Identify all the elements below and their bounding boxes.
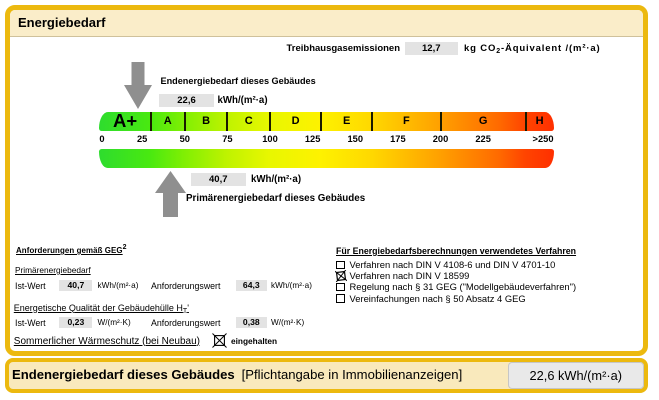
energy-class-label-G: G (478, 115, 488, 127)
class-boundary-tick (183, 112, 186, 131)
scale-number-175: 175 (390, 133, 406, 144)
primary-energy-arrow-up-icon (154, 171, 186, 217)
energy-gradient-band (99, 148, 554, 168)
row2-ist-wert-label: Ist-Wert (15, 317, 46, 328)
energy-class-label-Aplus: A+ (112, 110, 138, 131)
scale-number-100: 100 (262, 133, 278, 144)
procedure-checkbox[interactable] (336, 282, 345, 292)
scale-number-225: 225 (475, 133, 491, 144)
energy-class-label-F: F (403, 115, 410, 127)
class-boundary-tick (149, 112, 152, 131)
class-boundary-tick (524, 112, 527, 131)
greenhouse-gas-label: Treibhausgasemissionen (286, 43, 401, 54)
row2-requirement-unit: W/(m²·K) (271, 317, 305, 327)
class-boundary-tick (320, 112, 323, 131)
row1-requirement-unit: kWh/(m²·a) (271, 280, 312, 290)
end-energy-arrow-down-icon (123, 62, 152, 109)
primary-energy-unit: kWh/(m²·a) (251, 174, 302, 185)
row2-ist-wert-value-box: 0,23 (59, 316, 93, 328)
energy-class-label-D: D (291, 115, 300, 127)
procedure-checkbox[interactable] (336, 260, 345, 270)
scale-number-250: >250 (532, 133, 554, 144)
footer-value-box: 22,6 kWh/(m²·a) (508, 361, 644, 389)
envelope-quality-header: Energetische Qualität der Gebäudehülle H… (13, 302, 189, 315)
energy-class-label-C: C (244, 115, 253, 127)
end-energy-value-box: 22,6 (159, 93, 214, 107)
summer-heat-protection-label: Sommerlicher Wärmeschutz (bei Neubau) (13, 335, 200, 347)
class-boundary-tick (226, 112, 229, 131)
procedures-header: Für Energiebedarfsberechnungen verwendet… (336, 245, 577, 256)
row1-ist-wert-unit: kWh/(m²·a) (97, 280, 139, 290)
row1-requirement-label: Anforderungswert (151, 280, 221, 291)
primary-energy-label: Primärenergiebedarf dieses Gebäudes (186, 192, 366, 204)
scale-number-0: 0 (99, 133, 105, 144)
procedure-label: Verfahren nach DIN V 4108-6 und DIN V 47… (349, 259, 556, 271)
summer-heat-status: eingehalten (231, 336, 278, 346)
scale-number-125: 125 (304, 133, 321, 144)
main-panel-frame (5, 5, 648, 356)
row2-requirement-label: Anforderungswert (151, 317, 221, 328)
footer-label-main: Endenergiebedarf dieses Gebäudes (12, 367, 235, 382)
scale-number-25: 25 (136, 133, 148, 144)
section-title-bar: Energiebedarf (10, 10, 643, 37)
row2-requirement-value-box: 0,38 (235, 316, 267, 328)
energy-class-label-E: E (343, 115, 351, 127)
requirements-header: Anforderungen gemäß GEG2 (16, 244, 127, 255)
row2-ist-wert-unit: W/(m²·K) (97, 317, 131, 327)
class-boundary-tick (269, 112, 271, 131)
class-boundary-tick (371, 112, 374, 131)
footer-label-note: [Pflichtangabe in Immobilienanzeigen] (241, 367, 463, 382)
procedure-label: Regelung nach § 31 GEG ("Modellgebäudeve… (349, 281, 577, 293)
class-boundary-tick (439, 112, 442, 131)
scale-number-50: 50 (179, 133, 190, 144)
procedure-checkbox[interactable] (336, 294, 345, 303)
section-title: Energiebedarf (18, 15, 106, 30)
energy-class-label-B: B (202, 115, 211, 127)
footer-label: Endenergiebedarf dieses Gebäudes [Pflicht… (12, 358, 462, 392)
primary-energy-requirement-header: Primärenergiebedarf (15, 265, 91, 275)
greenhouse-gas-unit: kg CO2-Äquivalent /(m²·a) (464, 43, 601, 55)
energy-class-label-A: A (163, 115, 172, 127)
scale-number-200: 200 (432, 133, 449, 144)
energy-class-label-H: H (535, 115, 544, 127)
scale-number-75: 75 (222, 133, 233, 144)
energy-class-band: A+ A B C D E F G H (99, 110, 554, 131)
row1-requirement-value-box: 64,3 (235, 279, 267, 291)
end-energy-label: Endenergiebedarf dieses Gebäudes (160, 75, 316, 86)
summer-heat-checkbox-checked[interactable] (211, 332, 227, 348)
row1-ist-wert-value-box: 40,7 (59, 279, 93, 291)
procedure-label: Vereinfachungen nach § 50 Absatz 4 GEG (349, 292, 526, 304)
scale-number-150: 150 (347, 133, 364, 144)
primary-energy-value-box: 40,7 (191, 172, 246, 186)
row1-ist-wert-label: Ist-Wert (15, 280, 46, 291)
procedure-checkbox-checked[interactable] (334, 269, 349, 284)
procedure-label: Verfahren nach DIN V 18599 (349, 270, 470, 282)
end-energy-unit: kWh/(m²·a) (217, 95, 268, 106)
greenhouse-gas-value-box: 12,7 (405, 42, 458, 55)
